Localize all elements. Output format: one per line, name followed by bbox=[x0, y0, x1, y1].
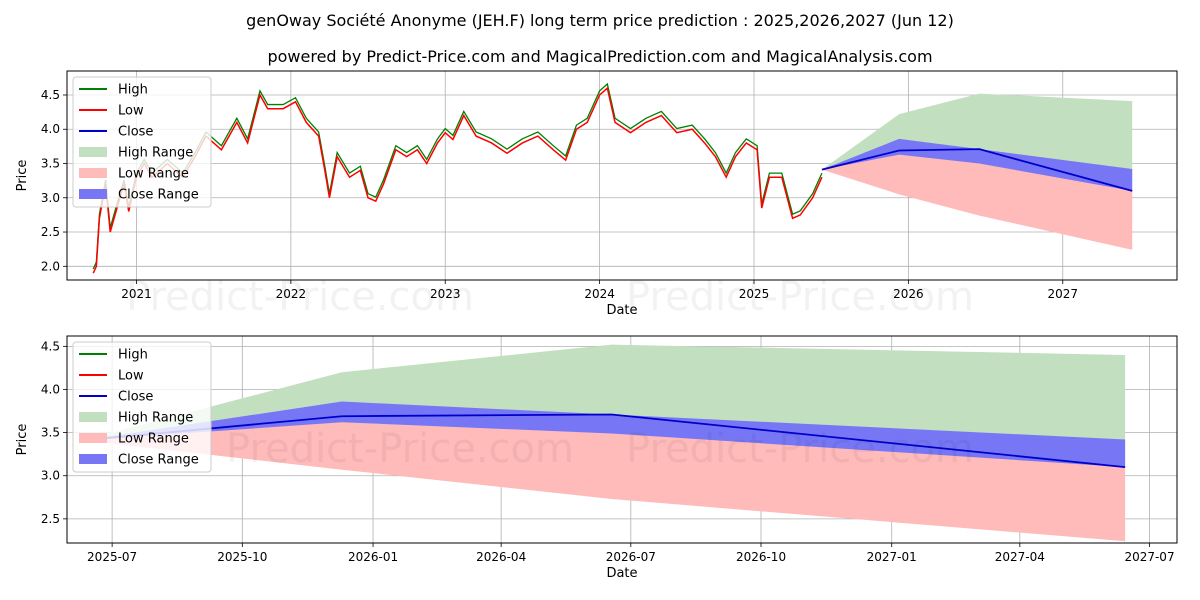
x-tick-label: 2026-01 bbox=[348, 550, 398, 564]
legend-item-high-label: High bbox=[118, 83, 148, 98]
x-tick-label: 2027-01 bbox=[867, 550, 917, 564]
legend-item-low-label: Low bbox=[118, 104, 144, 119]
legend-item-close-range-swatch bbox=[79, 189, 107, 199]
legend-item-high-range-label: High Range bbox=[118, 411, 193, 426]
x-axis-label: Date bbox=[606, 566, 637, 581]
y-tick-label: 4.5 bbox=[41, 339, 60, 353]
watermark: Predict-Price.com bbox=[626, 274, 974, 320]
legend-item-high-range-swatch bbox=[79, 412, 107, 422]
axes-frame bbox=[66, 70, 1178, 281]
x-tick-label: 2025 bbox=[739, 287, 770, 301]
x-tick-label: 2027 bbox=[1047, 287, 1078, 301]
legend-item-high-label: High bbox=[118, 348, 148, 363]
legend-item-low-range-swatch bbox=[79, 433, 107, 443]
legend-item-low-range-swatch bbox=[79, 168, 107, 178]
x-tick-label: 2024 bbox=[584, 287, 615, 301]
close-range-band bbox=[82, 401, 1126, 468]
x-tick-label: 2026-07 bbox=[606, 550, 656, 564]
forecast-zoom-chart: 2025-07 2025-10 2026-01 2026-04 2026-07 2026-… bbox=[15, 335, 1178, 581]
x-tick-label: 2026-10 bbox=[736, 550, 786, 564]
y-tick-label: 3.0 bbox=[41, 191, 60, 205]
y-tick-label: 2.5 bbox=[41, 512, 60, 526]
legend-item-low-range-label: Low Range bbox=[118, 167, 189, 182]
x-tick-label: 2026 bbox=[893, 287, 924, 301]
chart-title: genOway Société Anonyme (JEH.F) long ter… bbox=[246, 11, 954, 30]
legend-item-high-range-swatch bbox=[79, 147, 107, 157]
x-tick-label: 2026-04 bbox=[476, 550, 526, 564]
legend: High Low Close High Range Low Range Close Ran… bbox=[72, 76, 212, 208]
axes-frame bbox=[66, 335, 1178, 544]
y-axis-label: Price bbox=[15, 160, 30, 192]
y-tick-label: 3.0 bbox=[41, 469, 60, 483]
y-tick-label: 2.0 bbox=[41, 259, 60, 273]
close-series-line bbox=[821, 148, 1133, 192]
main-price-chart: 2021 2022 2023 2024 2025 2026 2027 2.0 2.5 3.0 3.5… bbox=[15, 70, 1178, 318]
y-tick-label: 4.0 bbox=[41, 122, 60, 136]
watermark: Predict-Price.com bbox=[626, 426, 974, 472]
legend-box bbox=[72, 76, 212, 208]
legend-box bbox=[72, 341, 212, 473]
legend-item-close-range-swatch bbox=[79, 454, 107, 464]
x-tick-label: 2022 bbox=[276, 287, 307, 301]
x-tick-label: 2021 bbox=[121, 287, 152, 301]
y-axis-label: Price bbox=[15, 424, 30, 456]
y-tick-label: 4.0 bbox=[41, 382, 60, 396]
legend-item-close-label: Close bbox=[118, 390, 153, 405]
y-tick-label: 4.5 bbox=[41, 88, 60, 102]
x-tick-label: 2023 bbox=[430, 287, 461, 301]
x-tick-label: 2025-10 bbox=[217, 550, 267, 564]
legend-item-close-range-label: Close Range bbox=[118, 188, 199, 203]
legend-item-close-range-label: Close Range bbox=[118, 453, 199, 468]
legend-item-close-label: Close bbox=[118, 125, 153, 140]
close-series-line bbox=[82, 413, 1126, 468]
legend: High Low Close High Range Low Range Close Ran… bbox=[72, 341, 212, 473]
x-tick-label: 2027-04 bbox=[995, 550, 1045, 564]
legend-item-high-range-label: High Range bbox=[118, 146, 193, 161]
y-tick-label: 3.5 bbox=[41, 426, 60, 440]
x-tick-label: 2025-07 bbox=[87, 550, 137, 564]
y-tick-label: 2.5 bbox=[41, 225, 60, 239]
watermark: Predict-Price.com bbox=[126, 274, 474, 320]
watermark: Predict-Price.com bbox=[226, 426, 574, 472]
chart-subtitle: powered by Predict-Price.com and Magical… bbox=[267, 47, 932, 66]
legend-item-low-label: Low bbox=[118, 369, 144, 384]
x-axis-label: Date bbox=[606, 303, 637, 318]
legend-item-low-range-label: Low Range bbox=[118, 432, 189, 447]
y-tick-label: 3.5 bbox=[41, 157, 60, 171]
x-tick-label: 2027-07 bbox=[1124, 550, 1174, 564]
close-range-band bbox=[821, 138, 1133, 191]
